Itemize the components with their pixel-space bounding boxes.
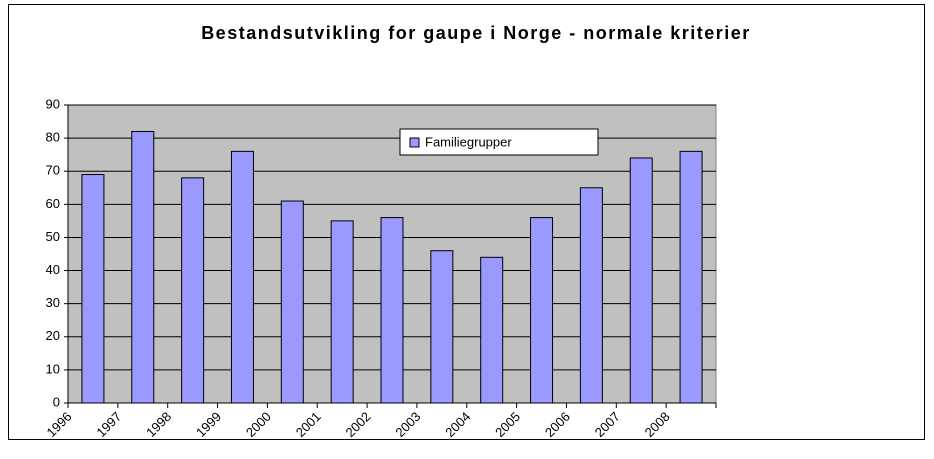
y-tick-label: 40 (46, 262, 60, 277)
y-tick-label: 70 (46, 163, 60, 178)
y-tick-label: 90 (46, 96, 60, 111)
bar (530, 217, 554, 404)
bar (330, 220, 354, 404)
bar (579, 187, 603, 404)
legend-label: Familiegrupper (425, 134, 512, 149)
bar (679, 150, 703, 404)
bar (181, 177, 205, 404)
y-tick-label: 0 (53, 394, 60, 409)
bar (480, 256, 504, 404)
y-tick-label: 20 (46, 328, 60, 343)
bar (131, 130, 155, 404)
bar (230, 150, 254, 404)
bar (280, 200, 304, 404)
y-tick-label: 30 (46, 295, 60, 310)
bar (430, 250, 454, 404)
bar (380, 217, 404, 404)
y-tick-label: 60 (46, 196, 60, 211)
bar (629, 157, 653, 404)
legend-box (399, 128, 599, 156)
y-tick-label: 80 (46, 130, 60, 145)
chart-title: Bestandsutvikling for gaupe i Norge - no… (201, 23, 751, 43)
bar (81, 174, 105, 404)
legend-swatch (409, 137, 420, 148)
y-tick-label: 10 (46, 361, 60, 376)
y-tick-label: 50 (46, 229, 60, 244)
